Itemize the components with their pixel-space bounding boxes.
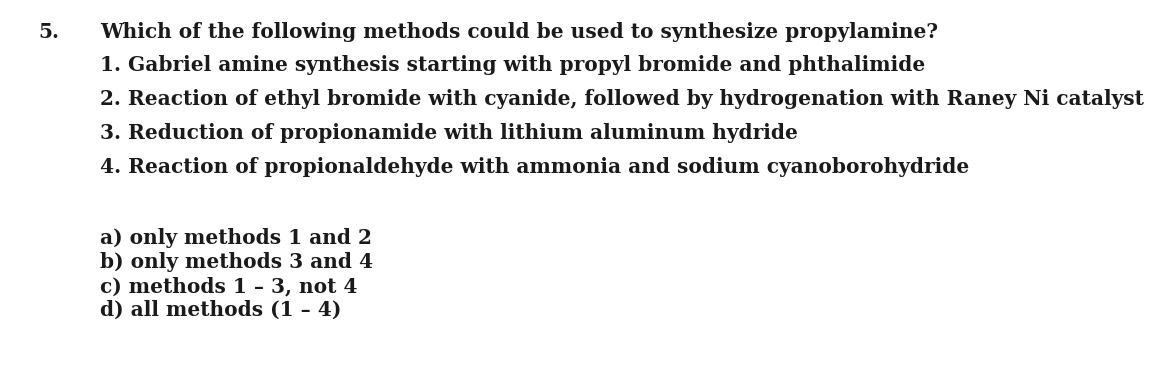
Text: b) only methods 3 and 4: b) only methods 3 and 4 xyxy=(100,252,373,272)
Text: 1. Gabriel amine synthesis starting with propyl bromide and phthalimide: 1. Gabriel amine synthesis starting with… xyxy=(100,55,925,75)
Text: Which of the following methods could be used to synthesize propylamine?: Which of the following methods could be … xyxy=(100,22,938,42)
Text: d) all methods (1 – 4): d) all methods (1 – 4) xyxy=(100,300,341,320)
Text: 2. Reaction of ethyl bromide with cyanide, followed by hydrogenation with Raney : 2. Reaction of ethyl bromide with cyanid… xyxy=(100,89,1143,109)
Text: a) only methods 1 and 2: a) only methods 1 and 2 xyxy=(100,228,371,248)
Text: 5.: 5. xyxy=(39,22,60,42)
Text: 4. Reaction of propionaldehyde with ammonia and sodium cyanoborohydride: 4. Reaction of propionaldehyde with ammo… xyxy=(100,157,969,177)
Text: 3. Reduction of propionamide with lithium aluminum hydride: 3. Reduction of propionamide with lithiu… xyxy=(100,123,798,143)
Text: c) methods 1 – 3, not 4: c) methods 1 – 3, not 4 xyxy=(100,276,357,296)
